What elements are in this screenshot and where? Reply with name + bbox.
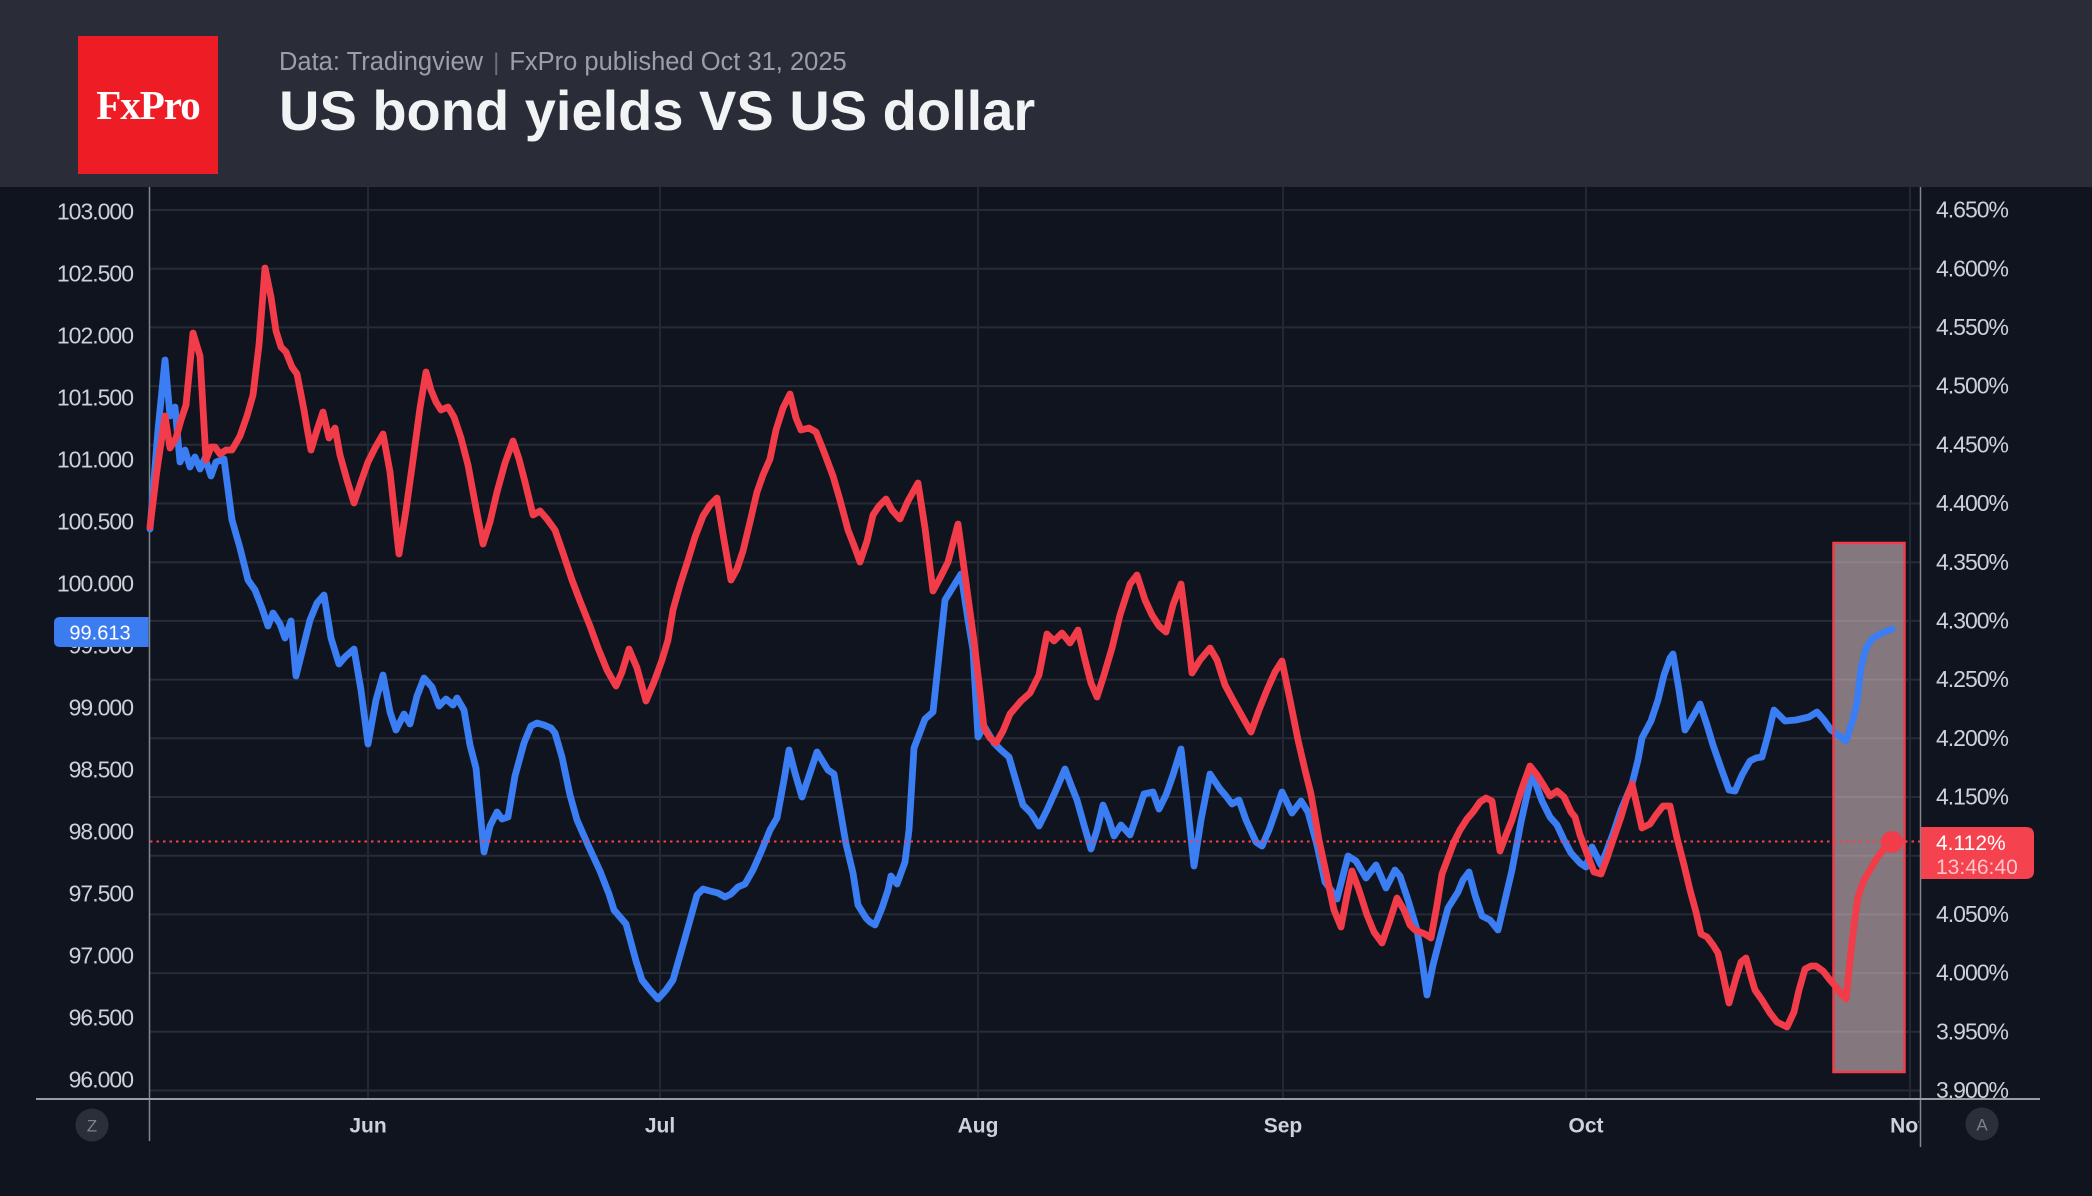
svg-text:96.500: 96.500: [69, 1005, 134, 1031]
svg-text:Z: Z: [87, 1117, 97, 1136]
svg-text:98.500: 98.500: [69, 757, 134, 783]
svg-text:4.350%: 4.350%: [1936, 549, 2009, 575]
svg-text:4.500%: 4.500%: [1936, 373, 2009, 399]
svg-text:97.000: 97.000: [69, 943, 134, 969]
svg-text:99.613: 99.613: [69, 623, 130, 645]
svg-text:99.000: 99.000: [69, 695, 134, 721]
svg-text:Sep: Sep: [1264, 1115, 1303, 1138]
svg-text:3.900%: 3.900%: [1936, 1077, 2009, 1103]
svg-text:97.500: 97.500: [69, 881, 134, 907]
svg-text:3.950%: 3.950%: [1936, 1018, 2009, 1044]
svg-text:100.500: 100.500: [57, 509, 133, 535]
svg-text:4.400%: 4.400%: [1936, 490, 2009, 516]
svg-text:4.200%: 4.200%: [1936, 725, 2009, 751]
svg-text:4.112%: 4.112%: [1936, 832, 2006, 855]
svg-text:4.250%: 4.250%: [1936, 666, 2009, 692]
svg-text:4.550%: 4.550%: [1936, 314, 2009, 340]
svg-text:101.500: 101.500: [57, 385, 133, 411]
svg-text:100.000: 100.000: [57, 571, 133, 597]
svg-text:Jun: Jun: [349, 1115, 386, 1138]
svg-text:96.000: 96.000: [69, 1067, 134, 1093]
svg-text:4.650%: 4.650%: [1936, 197, 2009, 223]
svg-text:102.500: 102.500: [57, 261, 133, 287]
svg-text:4.000%: 4.000%: [1936, 960, 2009, 986]
svg-text:4.600%: 4.600%: [1936, 255, 2009, 281]
svg-text:A: A: [1976, 1116, 1988, 1135]
svg-text:Oct: Oct: [1568, 1115, 1603, 1138]
svg-text:102.000: 102.000: [57, 323, 133, 349]
svg-text:Nov: Nov: [1890, 1115, 1930, 1138]
svg-text:4.450%: 4.450%: [1936, 431, 2009, 457]
svg-text:4.300%: 4.300%: [1936, 608, 2009, 634]
svg-text:98.000: 98.000: [69, 819, 134, 845]
svg-text:101.000: 101.000: [57, 447, 133, 473]
svg-text:13:46:40: 13:46:40: [1936, 856, 2018, 879]
svg-text:Jul: Jul: [645, 1115, 675, 1138]
svg-text:4.150%: 4.150%: [1936, 784, 2009, 810]
svg-text:Aug: Aug: [958, 1115, 999, 1138]
svg-text:4.050%: 4.050%: [1936, 901, 2009, 927]
svg-text:103.000: 103.000: [57, 199, 133, 225]
